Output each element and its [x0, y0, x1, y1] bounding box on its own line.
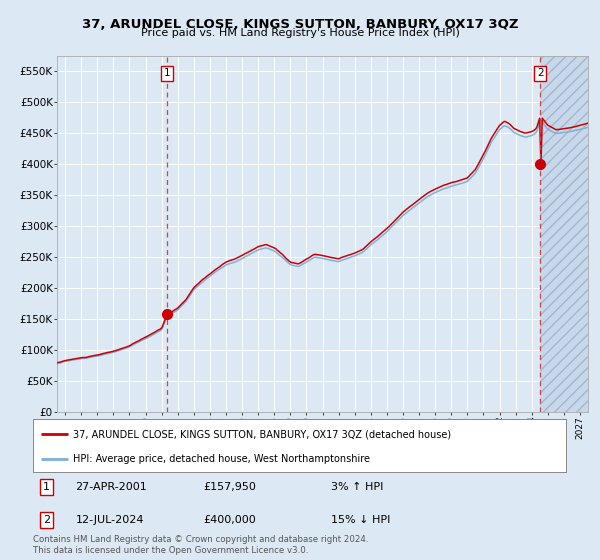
Text: 2: 2: [537, 68, 544, 78]
Text: 27-APR-2001: 27-APR-2001: [76, 482, 148, 492]
Text: 1: 1: [163, 68, 170, 78]
Text: HPI: Average price, detached house, West Northamptonshire: HPI: Average price, detached house, West…: [73, 454, 370, 464]
Text: 3% ↑ HPI: 3% ↑ HPI: [331, 482, 384, 492]
Text: £157,950: £157,950: [203, 482, 256, 492]
Text: £400,000: £400,000: [203, 515, 256, 525]
Text: 12-JUL-2024: 12-JUL-2024: [76, 515, 144, 525]
Text: 37, ARUNDEL CLOSE, KINGS SUTTON, BANBURY, OX17 3QZ: 37, ARUNDEL CLOSE, KINGS SUTTON, BANBURY…: [82, 18, 518, 31]
Text: 37, ARUNDEL CLOSE, KINGS SUTTON, BANBURY, OX17 3QZ (detached house): 37, ARUNDEL CLOSE, KINGS SUTTON, BANBURY…: [73, 429, 451, 439]
Bar: [541, 56, 588, 412]
Text: Contains HM Land Registry data © Crown copyright and database right 2024.
This d: Contains HM Land Registry data © Crown c…: [33, 535, 368, 555]
Text: 1: 1: [43, 482, 50, 492]
Text: Price paid vs. HM Land Registry's House Price Index (HPI): Price paid vs. HM Land Registry's House …: [140, 28, 460, 38]
Text: 15% ↓ HPI: 15% ↓ HPI: [331, 515, 391, 525]
Text: 2: 2: [43, 515, 50, 525]
